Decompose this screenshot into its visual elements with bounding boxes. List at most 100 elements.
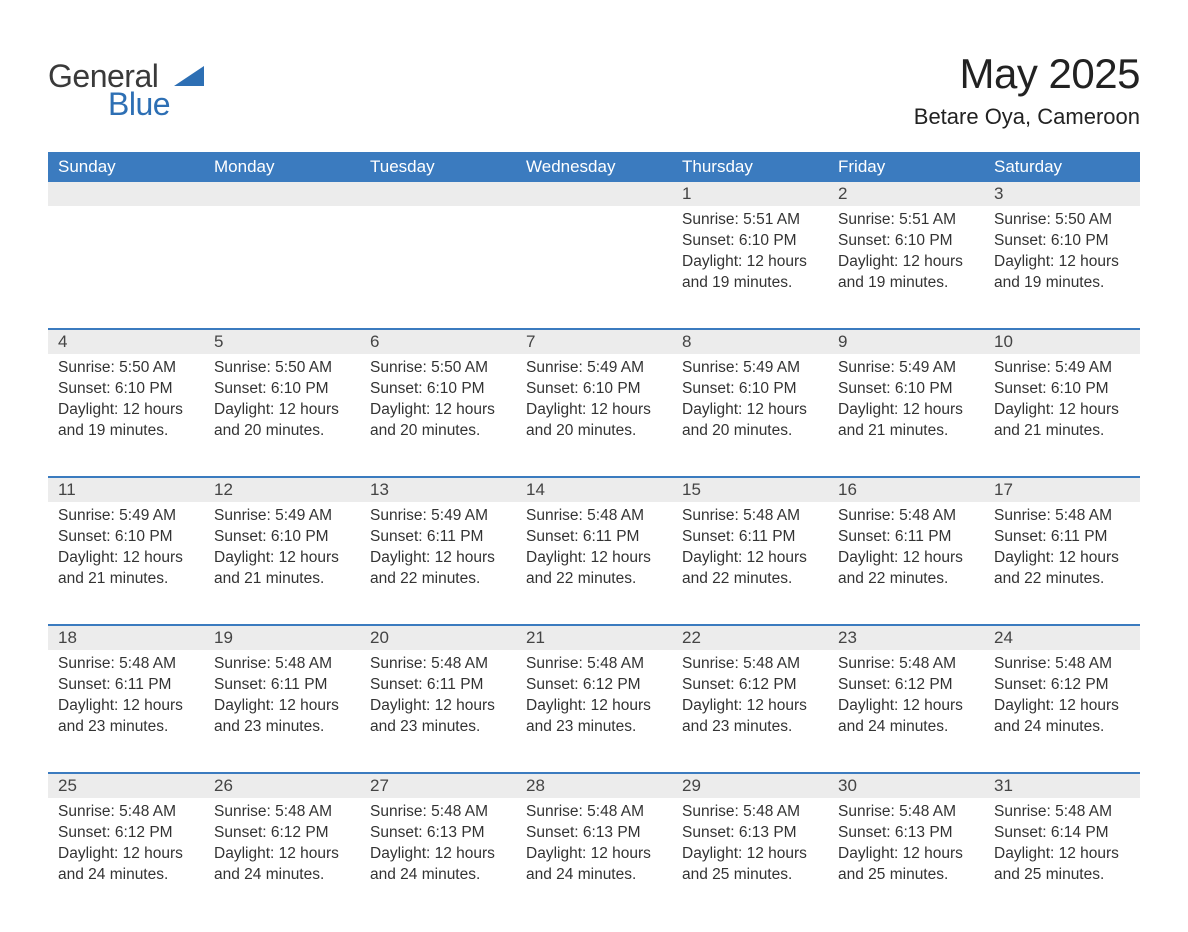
- day-number: 23: [828, 626, 984, 650]
- calendar: SundayMondayTuesdayWednesdayThursdayFrid…: [48, 152, 1140, 902]
- day-body: Sunrise: 5:49 AMSunset: 6:10 PMDaylight:…: [828, 354, 984, 448]
- daylight-line1: Daylight: 12 hours: [58, 696, 194, 717]
- day-body: Sunrise: 5:48 AMSunset: 6:11 PMDaylight:…: [360, 650, 516, 744]
- sunrise-text: Sunrise: 5:48 AM: [370, 654, 506, 675]
- day-body: Sunrise: 5:48 AMSunset: 6:11 PMDaylight:…: [672, 502, 828, 596]
- location: Betare Oya, Cameroon: [914, 104, 1140, 130]
- sunset-text: Sunset: 6:12 PM: [526, 675, 662, 696]
- sunrise-text: Sunrise: 5:49 AM: [214, 506, 350, 527]
- day-number: 31: [984, 774, 1140, 798]
- triangle-icon: [174, 66, 204, 95]
- day-number: 5: [204, 330, 360, 354]
- daylight-line1: Daylight: 12 hours: [838, 844, 974, 865]
- week-row: 11Sunrise: 5:49 AMSunset: 6:10 PMDayligh…: [48, 476, 1140, 606]
- weekday-header: Thursday: [672, 152, 828, 182]
- sunset-text: Sunset: 6:11 PM: [994, 527, 1130, 548]
- empty-day-bar: [204, 182, 360, 206]
- sunset-text: Sunset: 6:11 PM: [370, 527, 506, 548]
- daylight-line2: and 21 minutes.: [838, 421, 974, 442]
- day-cell: 20Sunrise: 5:48 AMSunset: 6:11 PMDayligh…: [360, 626, 516, 754]
- sunrise-text: Sunrise: 5:48 AM: [838, 802, 974, 823]
- sunset-text: Sunset: 6:13 PM: [526, 823, 662, 844]
- daylight-line2: and 23 minutes.: [682, 717, 818, 738]
- day-cell: [48, 182, 204, 310]
- sunset-text: Sunset: 6:11 PM: [214, 675, 350, 696]
- sunset-text: Sunset: 6:10 PM: [58, 379, 194, 400]
- daylight-line2: and 24 minutes.: [214, 865, 350, 886]
- day-cell: 10Sunrise: 5:49 AMSunset: 6:10 PMDayligh…: [984, 330, 1140, 458]
- daylight-line1: Daylight: 12 hours: [370, 548, 506, 569]
- day-cell: 13Sunrise: 5:49 AMSunset: 6:11 PMDayligh…: [360, 478, 516, 606]
- day-cell: 5Sunrise: 5:50 AMSunset: 6:10 PMDaylight…: [204, 330, 360, 458]
- day-cell: 29Sunrise: 5:48 AMSunset: 6:13 PMDayligh…: [672, 774, 828, 902]
- day-body: Sunrise: 5:50 AMSunset: 6:10 PMDaylight:…: [360, 354, 516, 448]
- sunset-text: Sunset: 6:10 PM: [682, 379, 818, 400]
- daylight-line2: and 25 minutes.: [682, 865, 818, 886]
- sunset-text: Sunset: 6:11 PM: [58, 675, 194, 696]
- sunset-text: Sunset: 6:11 PM: [526, 527, 662, 548]
- day-number: 26: [204, 774, 360, 798]
- sunrise-text: Sunrise: 5:48 AM: [994, 802, 1130, 823]
- day-number: 8: [672, 330, 828, 354]
- day-number: 30: [828, 774, 984, 798]
- daylight-line2: and 24 minutes.: [838, 717, 974, 738]
- day-body: Sunrise: 5:48 AMSunset: 6:11 PMDaylight:…: [828, 502, 984, 596]
- daylight-line1: Daylight: 12 hours: [214, 844, 350, 865]
- daylight-line2: and 20 minutes.: [526, 421, 662, 442]
- sunset-text: Sunset: 6:12 PM: [994, 675, 1130, 696]
- day-number: 3: [984, 182, 1140, 206]
- sunrise-text: Sunrise: 5:48 AM: [838, 506, 974, 527]
- day-body: Sunrise: 5:48 AMSunset: 6:13 PMDaylight:…: [516, 798, 672, 892]
- daylight-line2: and 22 minutes.: [682, 569, 818, 590]
- daylight-line1: Daylight: 12 hours: [214, 548, 350, 569]
- day-body: Sunrise: 5:48 AMSunset: 6:13 PMDaylight:…: [672, 798, 828, 892]
- day-body: Sunrise: 5:51 AMSunset: 6:10 PMDaylight:…: [672, 206, 828, 300]
- daylight-line1: Daylight: 12 hours: [682, 696, 818, 717]
- day-body: Sunrise: 5:48 AMSunset: 6:11 PMDaylight:…: [48, 650, 204, 744]
- daylight-line2: and 21 minutes.: [58, 569, 194, 590]
- daylight-line1: Daylight: 12 hours: [682, 844, 818, 865]
- sunset-text: Sunset: 6:12 PM: [682, 675, 818, 696]
- daylight-line1: Daylight: 12 hours: [526, 844, 662, 865]
- daylight-line2: and 20 minutes.: [370, 421, 506, 442]
- sunset-text: Sunset: 6:10 PM: [370, 379, 506, 400]
- sunset-text: Sunset: 6:10 PM: [526, 379, 662, 400]
- day-number: 10: [984, 330, 1140, 354]
- week-row: 4Sunrise: 5:50 AMSunset: 6:10 PMDaylight…: [48, 328, 1140, 458]
- sunrise-text: Sunrise: 5:48 AM: [526, 506, 662, 527]
- day-body: Sunrise: 5:48 AMSunset: 6:14 PMDaylight:…: [984, 798, 1140, 892]
- daylight-line2: and 20 minutes.: [214, 421, 350, 442]
- daylight-line2: and 24 minutes.: [994, 717, 1130, 738]
- daylight-line2: and 22 minutes.: [838, 569, 974, 590]
- daylight-line2: and 22 minutes.: [526, 569, 662, 590]
- day-body: Sunrise: 5:48 AMSunset: 6:12 PMDaylight:…: [516, 650, 672, 744]
- weekday-header: Friday: [828, 152, 984, 182]
- daylight-line2: and 23 minutes.: [526, 717, 662, 738]
- sunset-text: Sunset: 6:11 PM: [838, 527, 974, 548]
- day-number: 22: [672, 626, 828, 650]
- row-spacer: [48, 606, 1140, 624]
- day-cell: 28Sunrise: 5:48 AMSunset: 6:13 PMDayligh…: [516, 774, 672, 902]
- daylight-line2: and 19 minutes.: [58, 421, 194, 442]
- daylight-line1: Daylight: 12 hours: [838, 400, 974, 421]
- day-body: Sunrise: 5:50 AMSunset: 6:10 PMDaylight:…: [204, 354, 360, 448]
- sunset-text: Sunset: 6:11 PM: [370, 675, 506, 696]
- day-number: 11: [48, 478, 204, 502]
- day-body: Sunrise: 5:49 AMSunset: 6:10 PMDaylight:…: [48, 502, 204, 596]
- logo: General Blue: [48, 50, 204, 120]
- sunrise-text: Sunrise: 5:51 AM: [838, 210, 974, 231]
- daylight-line1: Daylight: 12 hours: [838, 252, 974, 273]
- empty-day-bar: [516, 182, 672, 206]
- day-cell: [516, 182, 672, 310]
- sunrise-text: Sunrise: 5:49 AM: [682, 358, 818, 379]
- day-body: Sunrise: 5:48 AMSunset: 6:11 PMDaylight:…: [204, 650, 360, 744]
- daylight-line2: and 22 minutes.: [370, 569, 506, 590]
- logo-text: General Blue: [48, 60, 170, 120]
- day-number: 24: [984, 626, 1140, 650]
- daylight-line1: Daylight: 12 hours: [58, 400, 194, 421]
- sunrise-text: Sunrise: 5:48 AM: [370, 802, 506, 823]
- empty-day-bar: [360, 182, 516, 206]
- sunrise-text: Sunrise: 5:50 AM: [214, 358, 350, 379]
- daylight-line1: Daylight: 12 hours: [682, 252, 818, 273]
- day-cell: 19Sunrise: 5:48 AMSunset: 6:11 PMDayligh…: [204, 626, 360, 754]
